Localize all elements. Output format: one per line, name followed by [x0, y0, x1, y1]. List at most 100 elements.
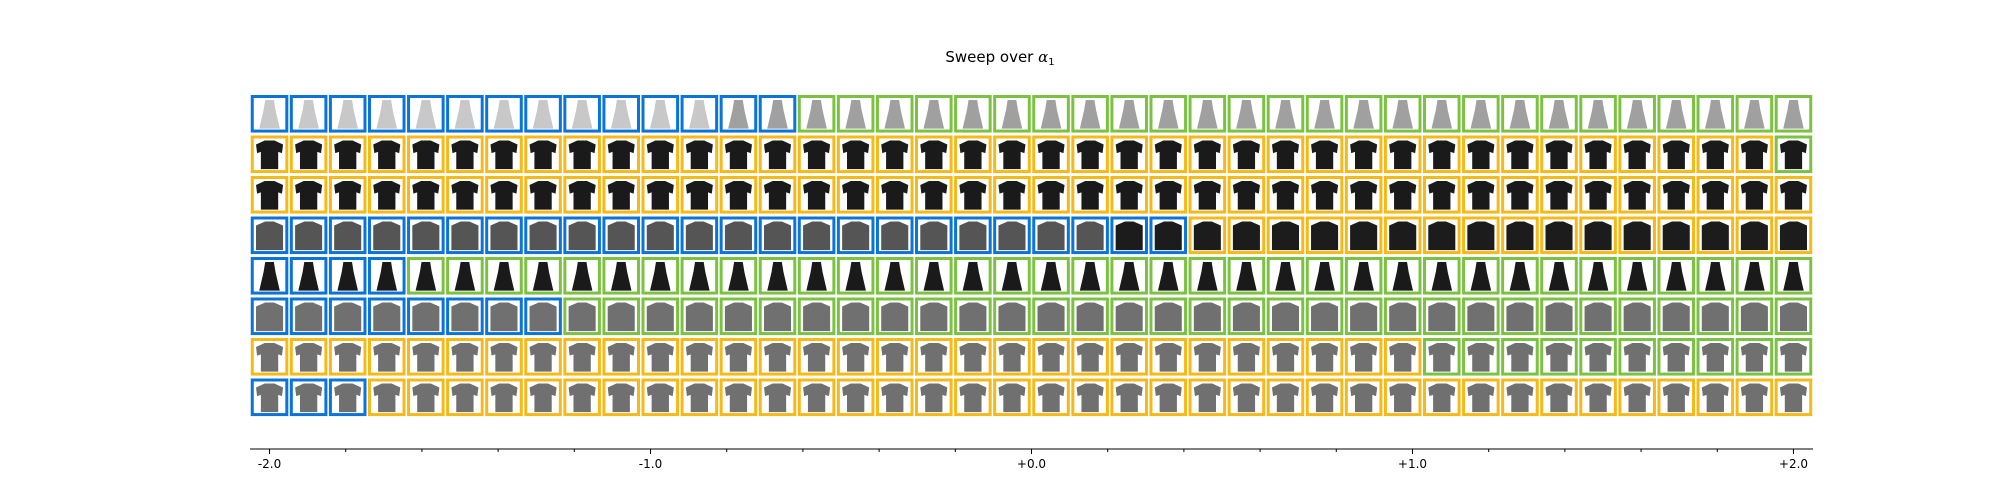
cell-class-border	[563, 378, 601, 417]
garment-image	[803, 383, 831, 413]
garment-image	[685, 343, 713, 372]
grid-cell	[641, 176, 680, 214]
garment-image	[962, 262, 984, 291]
garment-image	[923, 100, 945, 129]
garment-image	[1350, 383, 1378, 413]
grid-cell	[407, 135, 445, 174]
cell-class-border	[1540, 176, 1578, 214]
cell-class-border	[915, 95, 953, 133]
grid-cell	[1344, 216, 1383, 255]
grid-cell	[1344, 297, 1383, 336]
grid-cell	[1423, 135, 1461, 174]
grid-cell	[1032, 216, 1070, 255]
garment-image	[451, 343, 479, 372]
garment-image	[1545, 181, 1573, 210]
garment-image	[571, 262, 593, 291]
garment-image	[571, 100, 593, 129]
grid-cell	[993, 176, 1031, 214]
cell-class-border	[1266, 135, 1305, 174]
garment-image	[1783, 262, 1804, 291]
grid-cell	[1344, 176, 1383, 214]
cell-class-border	[1462, 216, 1500, 255]
grid-cell	[485, 216, 523, 255]
grid-cell	[407, 95, 445, 133]
cell-class-border	[485, 257, 523, 295]
garment-image	[1154, 140, 1182, 170]
cell-class-border	[1735, 176, 1774, 214]
grid-cell	[1188, 95, 1227, 133]
cell-class-border	[1423, 95, 1461, 133]
cell-class-border	[1696, 95, 1735, 133]
grid-cell	[1188, 216, 1227, 255]
cell-class-border	[719, 95, 758, 133]
cell-class-border	[367, 176, 406, 214]
grid-cell	[602, 378, 640, 417]
grid-cell	[1149, 176, 1188, 214]
garment-image	[646, 343, 674, 372]
garment-image	[1271, 140, 1300, 170]
garment-image	[1314, 262, 1335, 291]
garment-image	[1232, 221, 1260, 251]
grid-cell	[1696, 338, 1735, 376]
grid-cell	[1188, 176, 1227, 214]
cell-class-border	[1540, 338, 1578, 376]
cell-class-border	[680, 95, 719, 133]
grid-cell	[1227, 135, 1266, 174]
grid-row-5	[250, 257, 1813, 295]
cell-class-border	[1657, 176, 1696, 214]
grid-cell	[954, 135, 992, 174]
grid-cell	[1305, 135, 1344, 174]
grid-cell	[485, 378, 523, 417]
grid-cell	[1188, 378, 1227, 417]
cell-class-border	[1462, 338, 1500, 376]
garment-image	[1783, 100, 1804, 129]
garment-image	[298, 100, 319, 129]
grid-cell	[367, 297, 406, 336]
grid-cell	[1227, 338, 1266, 376]
grid-cell	[719, 95, 758, 133]
cell-class-border	[485, 338, 523, 376]
x-tick-label: +1.0	[1398, 457, 1427, 471]
cell-class-border	[1110, 95, 1148, 133]
grid-cell	[1110, 297, 1148, 336]
cell-class-border	[797, 216, 836, 255]
cell-class-border	[1579, 216, 1617, 255]
cell-class-border	[915, 176, 953, 214]
garment-image	[1506, 343, 1534, 372]
cell-class-border	[1071, 257, 1109, 295]
cell-class-border	[1501, 378, 1539, 417]
garment-image	[1545, 302, 1573, 332]
cell-class-border	[875, 95, 914, 133]
garment-image	[451, 181, 479, 210]
grid-cell	[915, 378, 953, 417]
garment-image	[529, 140, 557, 170]
cell-class-border	[446, 297, 484, 336]
grid-cell	[875, 257, 914, 295]
cell-class-border	[1305, 216, 1344, 255]
grid-cell	[1149, 216, 1188, 255]
cell-class-border	[680, 216, 719, 255]
garment-image	[920, 383, 948, 413]
garment-image	[490, 343, 518, 372]
cell-class-border	[993, 257, 1031, 295]
cell-class-border	[1501, 338, 1539, 376]
grid-cell	[289, 257, 328, 295]
garment-image	[1311, 181, 1339, 210]
grid-cell	[1540, 257, 1578, 295]
grid-cell	[563, 378, 601, 417]
grid-cell	[915, 257, 953, 295]
cell-class-border	[1696, 297, 1735, 336]
cell-class-border	[1305, 95, 1344, 133]
cell-class-border	[993, 135, 1031, 174]
grid-cell	[407, 176, 445, 214]
cell-class-border	[719, 378, 758, 417]
cell-class-border	[1774, 95, 1813, 133]
cell-class-border	[1774, 378, 1813, 417]
cell-class-border	[1696, 216, 1735, 255]
grid-cell	[1579, 257, 1617, 295]
cell-class-border	[1618, 216, 1656, 255]
garment-image	[1545, 343, 1573, 372]
grid-cell	[1383, 297, 1422, 336]
garment-image	[845, 262, 866, 291]
cell-class-border	[915, 135, 953, 174]
